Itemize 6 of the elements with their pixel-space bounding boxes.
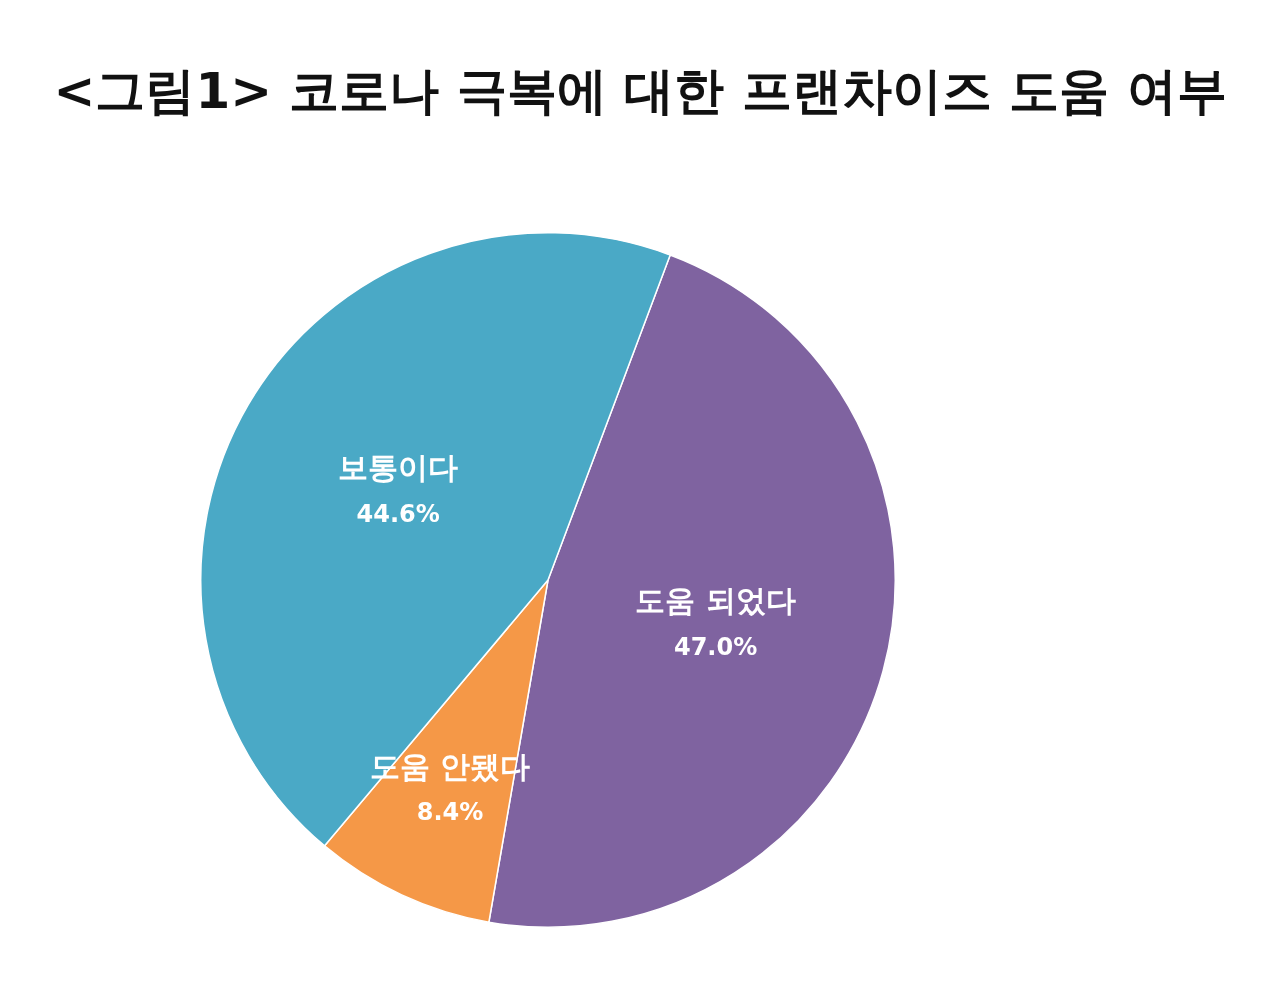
slice-label: 보통이다 — [338, 450, 459, 486]
data-label: 8.4% — [416, 798, 484, 827]
data-label: 47.0% — [673, 632, 758, 661]
data-label: 44.6% — [356, 499, 440, 528]
chart-title: <그림1> 코로나 극복에 대한 프랜차이즈 도움 여부 — [52, 61, 1228, 122]
slice-label: 도움 되었다 — [635, 583, 796, 619]
